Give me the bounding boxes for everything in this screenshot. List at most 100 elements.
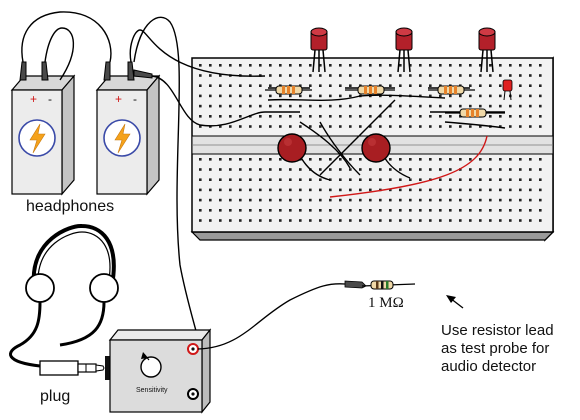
probe-note-line-2: as test probe for — [441, 340, 549, 357]
breadboard-hole — [359, 158, 362, 161]
breadboard-hole — [339, 125, 342, 128]
breadboard-hole — [299, 188, 302, 192]
breadboard-hole — [219, 104, 222, 108]
breadboard-hole — [219, 64, 222, 67]
breadboard-hole — [319, 209, 322, 212]
probe-resistor — [344, 280, 416, 290]
breadboard-hole — [229, 115, 232, 118]
breadboard-hole — [459, 158, 462, 161]
breadboard-hole — [539, 74, 542, 77]
breadboard-hole — [229, 178, 232, 181]
breadboard-hole — [499, 64, 502, 67]
breadboard-hole — [209, 64, 212, 67]
breadboard-hole — [429, 84, 432, 87]
breadboard-hole — [329, 74, 332, 77]
breadboard-hole — [279, 178, 282, 181]
breadboard-hole — [539, 125, 542, 128]
breadboard-hole — [469, 84, 472, 87]
breadboard-hole — [449, 115, 452, 118]
breadboard-hole — [239, 198, 242, 202]
alligator-clip-icon — [19, 61, 153, 81]
breadboard-hole — [319, 158, 322, 161]
breadboard-hole — [209, 158, 212, 161]
resistor-3 — [428, 85, 475, 95]
breadboard-hole — [259, 158, 262, 161]
breadboard-hole — [399, 168, 402, 171]
breadboard-hole — [389, 188, 392, 192]
breadboard-hole — [199, 94, 202, 98]
breadboard-hole — [359, 178, 362, 181]
breadboard-hole — [429, 94, 432, 98]
sensitivity-label: Sensitivity — [136, 387, 168, 394]
breadboard-hole — [309, 198, 312, 202]
breadboard-hole — [329, 84, 332, 87]
breadboard-hole — [519, 168, 522, 171]
breadboard-hole — [359, 125, 362, 128]
breadboard-hole — [519, 209, 522, 212]
breadboard-hole — [469, 209, 472, 212]
breadboard-hole — [449, 158, 452, 161]
breadboard-hole — [499, 115, 502, 118]
knob-icon — [140, 356, 162, 378]
breadboard-hole — [349, 178, 352, 181]
breadboard-hole — [489, 104, 492, 108]
breadboard-hole — [399, 158, 402, 161]
breadboard-hole — [499, 178, 502, 181]
breadboard-hole — [479, 178, 482, 181]
breadboard-hole — [509, 188, 512, 192]
breadboard-hole — [409, 64, 412, 67]
breadboard-hole — [439, 125, 442, 128]
breadboard-hole — [389, 168, 392, 171]
breadboard-hole — [289, 209, 292, 212]
breadboard-hole — [299, 168, 302, 171]
breadboard-hole — [509, 64, 512, 67]
breadboard-hole — [349, 115, 352, 118]
breadboard-hole — [319, 198, 322, 202]
breadboard-hole — [469, 188, 472, 192]
breadboard-hole — [469, 104, 472, 108]
breadboard-hole — [509, 178, 512, 181]
breadboard-hole — [389, 125, 392, 128]
breadboard-hole — [229, 209, 232, 212]
breadboard-hole — [429, 125, 432, 128]
breadboard-hole — [269, 84, 272, 87]
breadboard-hole — [509, 104, 512, 108]
breadboard-hole — [359, 219, 362, 222]
breadboard-hole — [279, 219, 282, 222]
breadboard-hole — [539, 158, 542, 161]
breadboard-hole — [269, 209, 272, 212]
breadboard-hole — [409, 178, 412, 181]
breadboard-hole — [199, 209, 202, 212]
breadboard-hole — [219, 219, 222, 222]
breadboard-hole — [519, 115, 522, 118]
battery-plus-label: + — [30, 92, 37, 106]
breadboard-hole — [419, 209, 422, 212]
breadboard-hole — [239, 219, 242, 222]
breadboard-hole — [339, 84, 342, 87]
breadboard-hole — [259, 84, 262, 87]
breadboard-hole — [199, 158, 202, 161]
breadboard-hole — [499, 125, 502, 128]
breadboard-hole — [439, 158, 442, 161]
breadboard-hole — [209, 168, 212, 171]
breadboard-hole — [389, 209, 392, 212]
breadboard-hole — [219, 84, 222, 87]
breadboard-hole — [369, 219, 372, 222]
breadboard-hole — [379, 219, 382, 222]
breadboard-hole — [539, 84, 542, 87]
breadboard-hole — [239, 188, 242, 192]
breadboard-hole — [329, 104, 332, 108]
breadboard-hole — [349, 158, 352, 161]
breadboard-hole — [339, 115, 342, 118]
led-2 — [395, 27, 413, 73]
breadboard-hole — [369, 198, 372, 202]
breadboard-hole — [329, 188, 332, 192]
breadboard-hole — [439, 219, 442, 222]
breadboard-hole — [399, 125, 402, 128]
breadboard-hole — [209, 219, 212, 222]
breadboard-hole — [199, 74, 202, 77]
breadboard-hole — [469, 94, 472, 98]
breadboard-hole — [419, 219, 422, 222]
breadboard-hole — [319, 74, 322, 77]
breadboard-hole — [389, 115, 392, 118]
